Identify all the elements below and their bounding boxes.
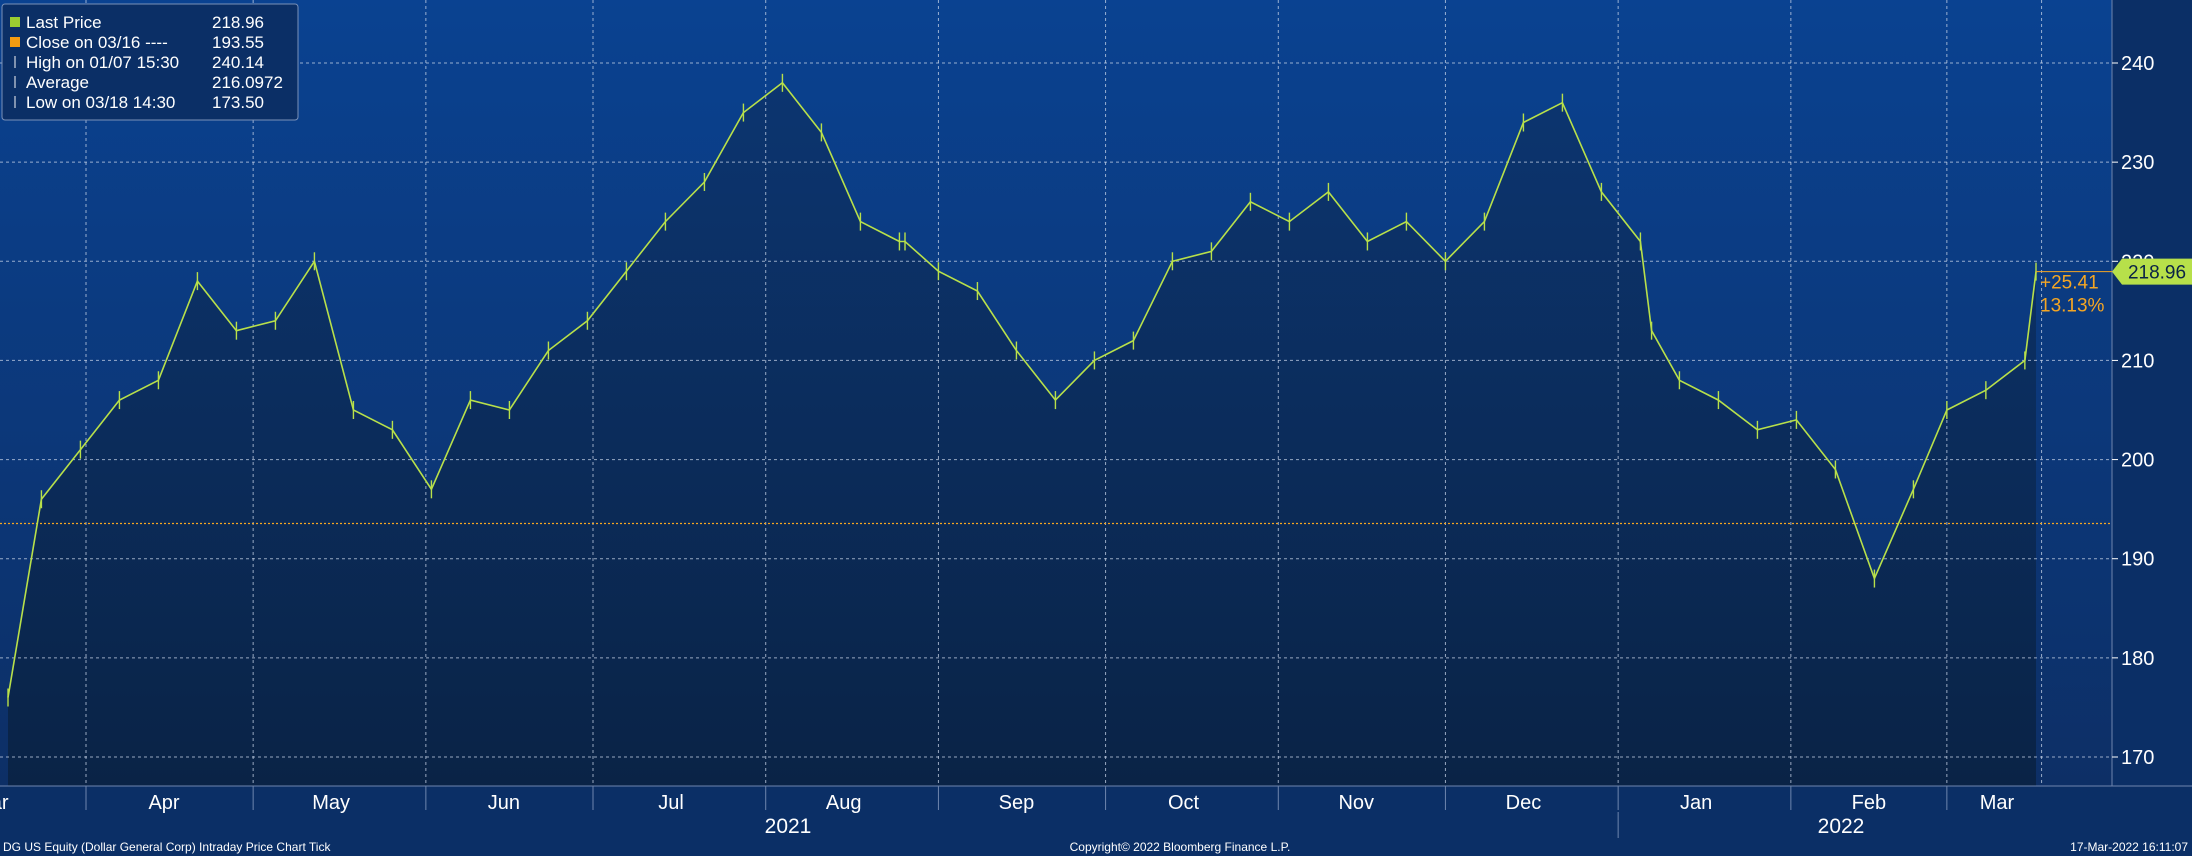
y-tick-label: 170 xyxy=(2121,747,2154,769)
y-tick-label: 200 xyxy=(2121,450,2154,472)
x-month-label: Mar xyxy=(0,792,9,814)
last-price-tag-text: 218.96 xyxy=(2128,263,2186,284)
x-month-label: Oct xyxy=(1168,792,1200,814)
x-year-label: 2021 xyxy=(765,815,812,838)
y-tick-label: 180 xyxy=(2121,648,2154,670)
legend-label: Close on 03/16 ---- xyxy=(26,33,168,52)
x-month-label: Feb xyxy=(1852,792,1886,814)
change-absolute: +25.41 xyxy=(2040,273,2099,294)
y-tick-label: 210 xyxy=(2121,350,2154,372)
price-area-fill xyxy=(8,82,2036,787)
price-series-line xyxy=(7,81,2037,698)
legend-label: Last Price xyxy=(26,13,102,32)
legend-swatch xyxy=(10,17,20,27)
x-month-label: Jan xyxy=(1680,792,1712,814)
x-month-label: May xyxy=(312,792,350,814)
legend-value: 240.14 xyxy=(212,53,264,72)
last-price-tag-box xyxy=(2112,258,2192,285)
y-tick-label: 240 xyxy=(2121,53,2154,75)
legend-value: 193.55 xyxy=(212,33,264,52)
x-year-label: 2022 xyxy=(1818,815,1865,838)
x-month-label: Jun xyxy=(488,792,520,814)
legend-box xyxy=(1,3,299,121)
x-month-label: Dec xyxy=(1506,792,1542,814)
y-tick-label: 190 xyxy=(2121,549,2154,571)
x-month-label: Aug xyxy=(826,792,862,814)
footer-center: Copyright© 2022 Bloomberg Finance L.P. xyxy=(1070,840,1291,854)
footer-right: 17-Mar-2022 16:11:07 xyxy=(2070,840,2188,854)
x-month-label: Jul xyxy=(658,792,684,814)
bottom-axis-background xyxy=(0,786,2192,856)
x-month-label: Sep xyxy=(999,792,1035,814)
legend-swatch xyxy=(10,37,20,47)
change-percent: 13.13% xyxy=(2040,296,2105,317)
x-month-label: Nov xyxy=(1338,792,1374,814)
legend-value: 218.96 xyxy=(212,13,264,32)
x-month-label: Mar xyxy=(1980,792,2015,814)
axis-background xyxy=(2112,0,2192,786)
legend-value: 216.0972 xyxy=(212,73,283,92)
legend-label: Average xyxy=(26,73,89,92)
footer-left: DG US Equity (Dollar General Corp) Intra… xyxy=(3,840,331,854)
x-month-label: Apr xyxy=(148,792,179,814)
y-tick-label: 230 xyxy=(2121,152,2154,174)
legend-label: Low on 03/18 14:30 xyxy=(26,93,175,112)
legend-label: High on 01/07 15:30 xyxy=(26,53,179,72)
legend-value: 173.50 xyxy=(212,93,264,112)
